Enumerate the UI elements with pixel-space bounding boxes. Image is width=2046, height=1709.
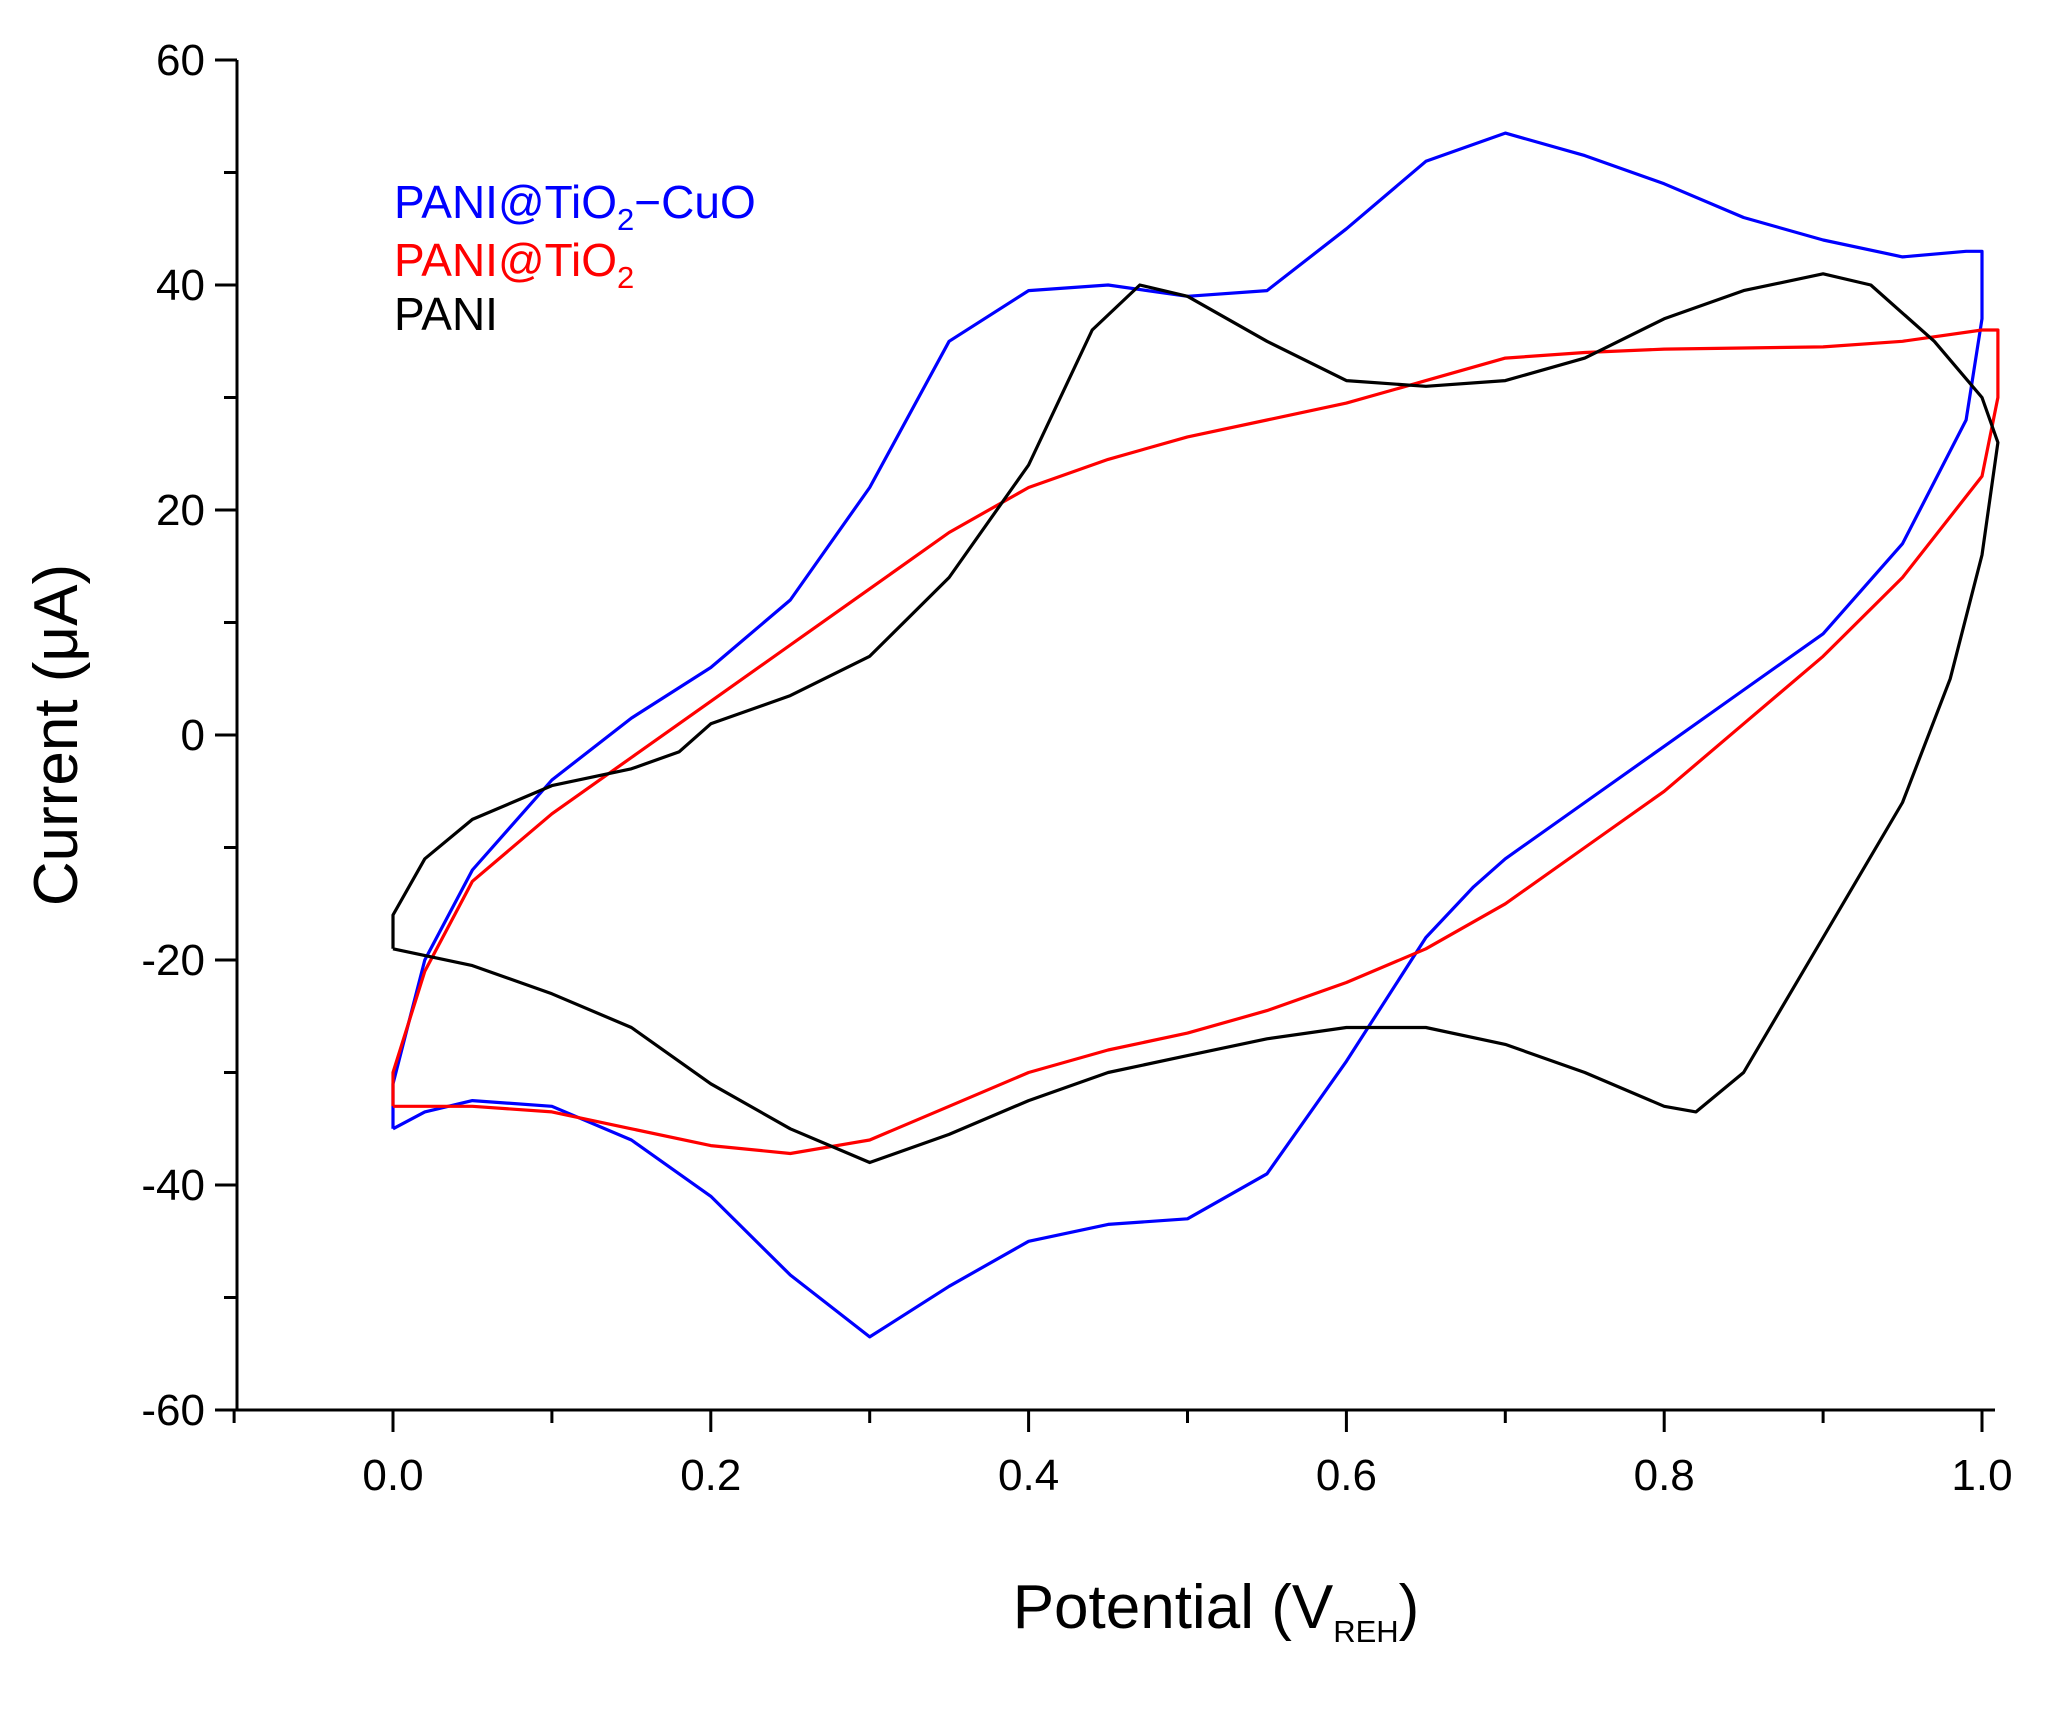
y-axis-title: Current (μA) (22, 564, 91, 906)
x-axis-title: Potential (VREH) (1013, 1573, 1420, 1649)
y-tick-label: -20 (141, 936, 205, 985)
x-tick-label: 0.8 (1634, 1451, 1695, 1500)
x-tick-label: 0.0 (362, 1451, 423, 1500)
axis-ticks (215, 58, 1984, 1432)
x-tick-label: 0.6 (1316, 1451, 1377, 1500)
x-tick-label: 0.2 (680, 1451, 741, 1500)
y-tick-label: 0 (181, 711, 205, 760)
legend-entry-pani: PANI (394, 288, 498, 340)
x-tick-label: 0.4 (998, 1451, 1059, 1500)
legend: PANI@TiO2−CuO PANI@TiO2 PANI (394, 176, 756, 340)
y-tick-label: 20 (156, 486, 205, 535)
series-pani-line (391, 272, 2000, 1165)
axis-tick-labels: -60 -40 -20 0 20 40 60 0.0 0.2 0.4 0.6 0.8 1.0 (141, 36, 2012, 1500)
y-tick-label: -40 (141, 1161, 205, 1210)
legend-entry-pani-tio2: PANI@TiO2 (394, 234, 634, 295)
y-tick-label: 40 (156, 261, 205, 310)
series-pani-tio2-line (391, 328, 2000, 1156)
y-tick-label: 60 (156, 36, 205, 85)
legend-entry-pani-tio2-cuo: PANI@TiO2−CuO (394, 176, 756, 237)
x-tick-label: 1.0 (1951, 1451, 2012, 1500)
y-tick-label: -60 (141, 1386, 205, 1435)
series-lines (391, 131, 2000, 1339)
series-pani-tio2-cuo-line (391, 131, 1984, 1339)
